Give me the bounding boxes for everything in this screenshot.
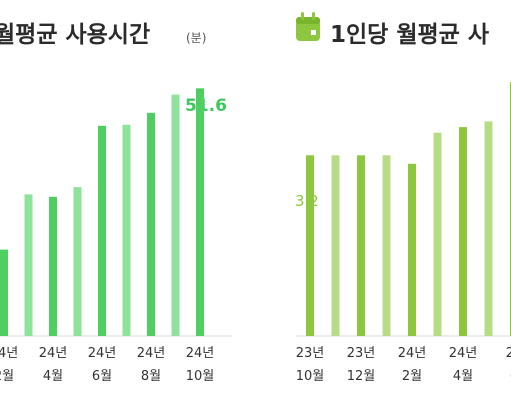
tick-label-year: 24년 [88, 346, 117, 361]
bar-2 [331, 155, 340, 336]
tick-label-month: 10월 [186, 369, 215, 384]
tick-label-year: 24년 [0, 346, 18, 361]
tick-label-month: 6월 [92, 369, 112, 384]
tick-label-year: 24년 [39, 346, 68, 361]
bar-8 [484, 121, 493, 337]
tick-label-month: 4월 [453, 369, 473, 384]
chart1-bars [0, 88, 204, 336]
tick-label-month: 6 [510, 369, 511, 384]
bar-5 [98, 125, 106, 336]
bar-1 [0, 249, 8, 336]
tick-label-month: 2월 [0, 369, 14, 384]
bar-5 [408, 163, 416, 336]
bar-6 [122, 124, 131, 336]
bar-8 [171, 94, 180, 336]
tick-label-month: 4월 [43, 369, 63, 384]
bar-9 [196, 88, 204, 336]
tick-label-month: 8월 [141, 369, 161, 384]
tick-label-year: 23년 [296, 346, 325, 361]
bar-3 [49, 196, 57, 336]
chart1-unit: (분) [186, 31, 206, 45]
bar-7 [147, 112, 155, 336]
tick-label-month: 10월 [296, 369, 325, 384]
bar-2 [24, 194, 33, 336]
chart1-title: 월평균 사용시간 [0, 22, 150, 48]
chart2-bars [306, 81, 511, 337]
tick-label-year: 24년 [449, 346, 478, 361]
tick-label-month: 2월 [402, 369, 422, 384]
tick-label-year: 24년 [186, 346, 215, 361]
chart2-x-ticks: 23년 10월 23년 12월 24년 2월 24년 4월 24 6 [296, 346, 511, 384]
tick-label-year: 24 [506, 346, 511, 361]
tick-label-year: 23년 [347, 346, 376, 361]
chart1-value-label: 51.6 [185, 96, 227, 116]
bar-7 [459, 127, 467, 336]
bar-1 [306, 155, 314, 336]
tick-label-year: 24년 [398, 346, 427, 361]
bar-6 [433, 132, 442, 336]
chart2-title: 1인당 월평균 사 [330, 22, 489, 48]
chart1-x-ticks: 24년 2월 24년 4월 24년 6월 24년 8월 24년 10월 [0, 346, 214, 384]
bar-4 [73, 187, 82, 336]
bar-3 [357, 155, 365, 336]
tick-label-year: 24년 [137, 346, 166, 361]
tick-label-month: 12월 [347, 369, 376, 384]
bar-4 [382, 155, 391, 336]
calendar-icon [296, 12, 320, 41]
